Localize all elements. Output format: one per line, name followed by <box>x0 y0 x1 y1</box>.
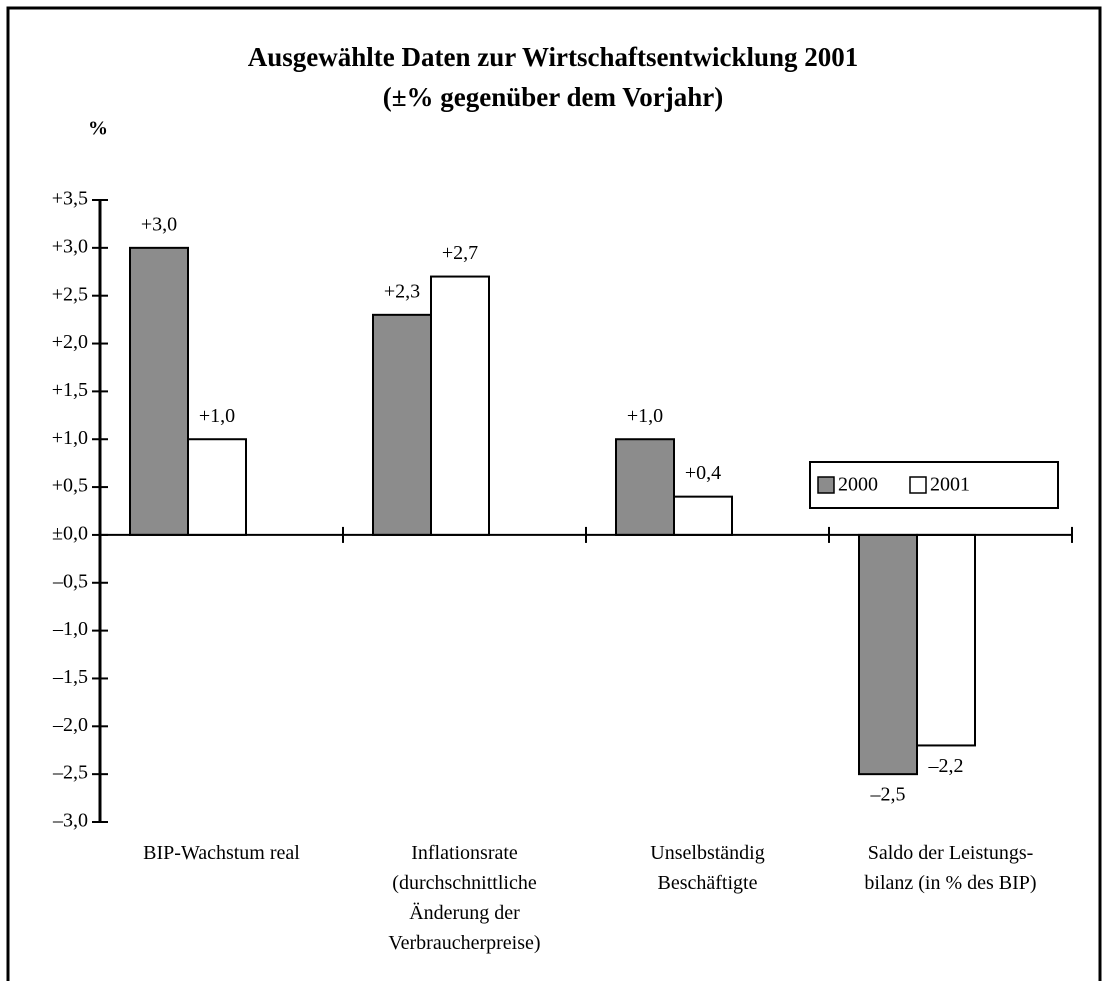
y-tick-label: –1,0 <box>52 618 88 640</box>
y-axis-label: % <box>88 118 108 140</box>
bar <box>430 275 490 536</box>
data-label: +3,0 <box>141 213 177 235</box>
y-tick-label: +1,5 <box>52 379 88 401</box>
data-label: +1,0 <box>199 405 235 427</box>
y-tick-label: ±0,0 <box>52 523 88 545</box>
legend-box <box>809 461 1059 509</box>
bar <box>372 313 432 536</box>
data-label: –2,2 <box>928 755 964 777</box>
y-tick-label: +0,5 <box>52 475 88 497</box>
bar <box>129 246 189 536</box>
data-label: +0,4 <box>685 462 721 484</box>
y-tick-label: –2,5 <box>52 762 88 784</box>
data-label: +1,0 <box>627 405 663 427</box>
bar <box>916 533 976 747</box>
y-tick-label: –0,5 <box>52 570 88 592</box>
bar <box>615 438 675 536</box>
bar <box>187 438 247 536</box>
y-tick-label: –3,0 <box>52 810 88 832</box>
legend-swatch <box>817 476 835 494</box>
bar <box>858 533 918 776</box>
x-tick-label: Unselbständig Beschäftigte <box>650 842 765 894</box>
data-label: +2,7 <box>442 242 478 264</box>
legend-label: 2001 <box>930 474 970 496</box>
frame <box>6 6 1102 981</box>
y-tick-label: +2,5 <box>52 283 88 305</box>
legend-label: 2000 <box>838 474 878 496</box>
y-tick-label: +3,5 <box>52 188 88 210</box>
data-label: +2,3 <box>384 280 420 302</box>
data-label: –2,5 <box>870 784 906 806</box>
y-tick-label: +2,0 <box>52 331 88 353</box>
x-tick-label: Inflationsrate (durchschnittliche Änderu… <box>388 842 541 954</box>
y-tick-label: +1,0 <box>52 427 88 449</box>
legend-swatch <box>909 476 927 494</box>
x-tick-label: Saldo der Leistungs- bilanz (in % des BI… <box>864 842 1037 894</box>
y-tick-label: –2,0 <box>52 714 88 736</box>
chart-title: Ausgewählte Daten zur Wirtschaftsentwick… <box>248 42 859 72</box>
x-tick-label: BIP-Wachstum real <box>143 842 300 864</box>
chart-subtitle: (±% gegenüber dem Vorjahr) <box>383 82 724 112</box>
bar <box>673 495 733 536</box>
y-tick-label: –1,5 <box>52 666 88 688</box>
y-tick-label: +3,0 <box>52 235 88 257</box>
